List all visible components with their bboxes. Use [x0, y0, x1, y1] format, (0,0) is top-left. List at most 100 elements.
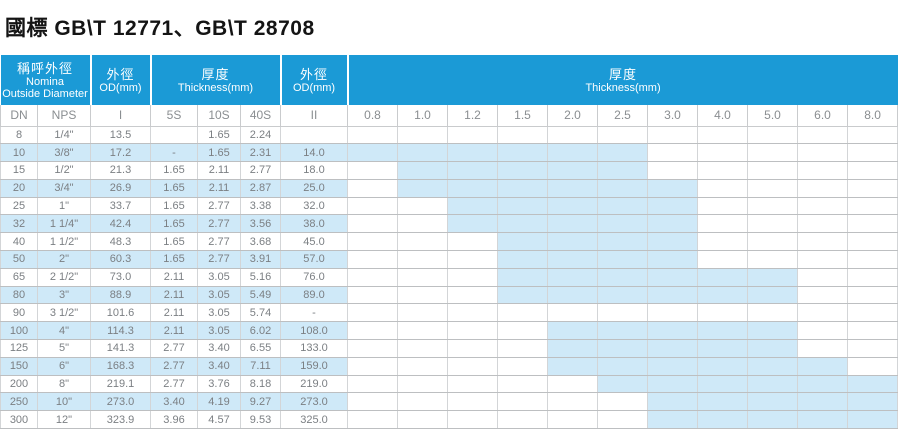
- thickness-empty-cell: [847, 125, 899, 145]
- cell-5s: 3.40: [150, 392, 198, 412]
- thickness-empty-cell: [847, 178, 899, 198]
- thickness-available-cell: [447, 178, 499, 198]
- cell-dn: 150: [0, 356, 38, 376]
- header-nominal-outside-diameter: 稱呼外徑 Nomina Outside Diameter: [0, 55, 91, 105]
- thickness-empty-cell: [447, 321, 499, 341]
- table-body: 8 1/4" 13.5 1.65 2.24 10 3/8" 17.2-1.65 2.31 14.0…: [0, 125, 899, 430]
- thickness-available-cell: [697, 410, 749, 430]
- thickness-empty-cell: [697, 250, 749, 269]
- thickness-empty-cell: [647, 161, 699, 180]
- cell-od-i: 26.9: [90, 178, 151, 198]
- thickness-available-cell: [497, 250, 549, 269]
- cell-dn: 10: [0, 143, 38, 163]
- cell-40s: 6.55: [239, 339, 282, 358]
- thickness-available-cell: [747, 321, 799, 341]
- cell-10s: 2.77: [197, 196, 241, 216]
- subheader-nps: NPS: [37, 105, 91, 127]
- cell-5s: 1.65: [150, 232, 198, 252]
- thickness-empty-cell: [347, 392, 399, 412]
- thickness-available-cell: [597, 250, 649, 269]
- thickness-empty-cell: [347, 125, 399, 145]
- cell-dn: 250: [0, 392, 38, 412]
- pipe-dimension-table: 稱呼外徑 Nomina Outside Diameter 外徑 OD(mm) 厚…: [0, 55, 899, 430]
- cell-od-i: 60.3: [90, 250, 151, 269]
- thickness-empty-cell: [647, 125, 699, 145]
- thickness-available-cell: [597, 267, 649, 287]
- thickness-empty-cell: [797, 143, 849, 163]
- cell-10s: 3.05: [197, 285, 241, 305]
- cell-od-ii: 159.0: [280, 356, 349, 376]
- thickness-empty-cell: [497, 374, 549, 394]
- thickness-empty-cell: [347, 178, 399, 198]
- thickness-available-cell: [547, 356, 599, 376]
- thickness-available-cell: [547, 196, 599, 216]
- cell-od-ii: 89.0: [280, 285, 349, 305]
- cell-dn: 90: [0, 303, 38, 323]
- cell-od-ii: 25.0: [280, 178, 349, 198]
- thickness-available-cell: [797, 356, 849, 376]
- thickness-available-cell: [447, 196, 499, 216]
- table-row: 65 2 1/2" 73.0 2.11 3.05 5.16 76.0: [0, 267, 899, 287]
- thickness-empty-cell: [347, 161, 399, 180]
- thickness-empty-cell: [347, 214, 399, 234]
- header-od-i: 外徑 OD(mm): [89, 55, 151, 105]
- thickness-empty-cell: [397, 392, 449, 412]
- thickness-empty-cell: [747, 161, 799, 180]
- thickness-empty-cell: [647, 303, 699, 323]
- thickness-empty-cell: [747, 196, 799, 216]
- subheader-40s: 40S: [239, 105, 282, 127]
- thickness-empty-cell: [747, 143, 799, 163]
- thickness-available-cell: [747, 392, 799, 412]
- cell-40s: 5.16: [239, 267, 282, 287]
- cell-od-i: 141.3: [90, 339, 151, 358]
- cell-5s: 1.65: [150, 178, 198, 198]
- thickness-available-cell: [397, 178, 449, 198]
- thickness-empty-cell: [797, 285, 849, 305]
- thickness-available-cell: [597, 285, 649, 305]
- cell-40s: 9.53: [239, 410, 282, 430]
- cell-dn: 8: [0, 125, 38, 145]
- cell-10s: 1.65: [197, 125, 241, 145]
- thickness-empty-cell: [797, 339, 849, 358]
- thickness-available-cell: [447, 143, 499, 163]
- thickness-empty-cell: [797, 232, 849, 252]
- thickness-available-cell: [597, 374, 649, 394]
- thickness-empty-cell: [397, 356, 449, 376]
- cell-dn: 200: [0, 374, 38, 394]
- thickness-available-cell: [547, 161, 599, 180]
- thickness-empty-cell: [747, 178, 799, 198]
- thickness-available-cell: [397, 161, 449, 180]
- cell-5s: 1.65: [150, 161, 198, 180]
- thickness-empty-cell: [447, 125, 499, 145]
- subheader-thickness-6.0: 6.0: [797, 105, 849, 127]
- table-row: 150 6" 168.3 2.77 3.40 7.11 159.0: [0, 356, 899, 376]
- thickness-empty-cell: [597, 410, 649, 430]
- thickness-empty-cell: [547, 303, 599, 323]
- thickness-empty-cell: [747, 232, 799, 252]
- header-group-row: 稱呼外徑 Nomina Outside Diameter 外徑 OD(mm) 厚…: [0, 55, 898, 105]
- cell-40s: 3.91: [239, 250, 282, 269]
- cell-dn: 25: [0, 196, 38, 216]
- cell-40s: 3.38: [239, 196, 282, 216]
- thickness-empty-cell: [797, 267, 849, 287]
- thickness-empty-cell: [347, 321, 399, 341]
- cell-od-ii: 273.0: [280, 392, 349, 412]
- cell-10s: 3.76: [197, 374, 241, 394]
- thickness-available-cell: [697, 392, 749, 412]
- subheader-thickness-0.8: 0.8: [347, 105, 399, 127]
- subheader-10s: 10S: [197, 105, 241, 127]
- cell-10s: 2.77: [197, 250, 241, 269]
- cell-od-i: 88.9: [90, 285, 151, 305]
- thickness-empty-cell: [497, 303, 549, 323]
- thickness-empty-cell: [397, 125, 449, 145]
- cell-od-i: 114.3: [90, 321, 151, 341]
- cell-od-i: 33.7: [90, 196, 151, 216]
- thickness-empty-cell: [597, 392, 649, 412]
- cell-od-ii: 14.0: [280, 143, 349, 163]
- thickness-empty-cell: [697, 178, 749, 198]
- thickness-available-cell: [597, 178, 649, 198]
- cell-nps: 12": [37, 410, 91, 430]
- thickness-available-cell: [747, 410, 799, 430]
- thickness-empty-cell: [797, 196, 849, 216]
- cell-od-ii: 18.0: [280, 161, 349, 180]
